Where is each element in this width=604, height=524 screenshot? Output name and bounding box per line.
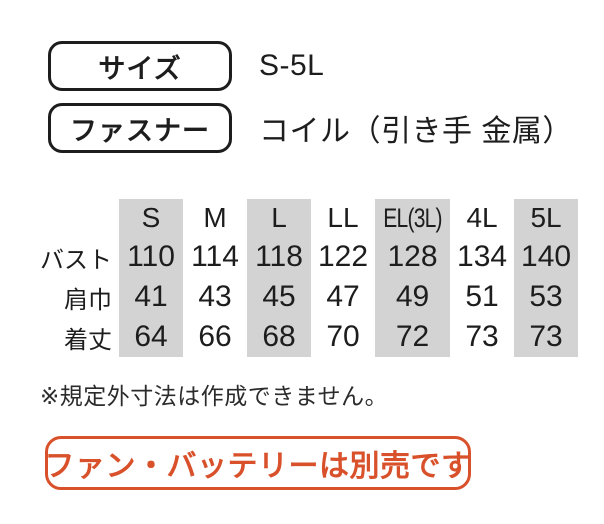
length-row: 着丈 64 66 68 70 72 73 73: [40, 317, 578, 357]
size-cell: 110: [127, 240, 175, 273]
size-label: サイズ: [98, 53, 182, 84]
size-cell: 68: [262, 320, 296, 353]
fastener-spec-row: ファスナー コイル（引き手 金属）: [48, 103, 604, 153]
fastener-value: コイル（引き手 金属）: [259, 115, 573, 148]
shoulder-row: 肩巾 41 43 45 47 49 51 53: [40, 277, 578, 317]
fan-battery-callout-text: ファン・バッテリーは別売です: [44, 450, 472, 483]
size-cell: 134: [457, 240, 508, 273]
size-restriction-note: ※規定外寸法は作成できません。: [40, 383, 389, 409]
size-col-header-el3l: EL(3L): [383, 203, 442, 233]
size-spec-panel: サイズ S-5L ファスナー コイル（引き手 金属） S M L LL: [40, 41, 604, 490]
size-cell: 43: [198, 280, 232, 313]
measure-row-label: 着丈: [64, 326, 112, 354]
fan-battery-callout: ファン・バッテリーは別売です: [45, 436, 471, 490]
corner-cell: [40, 199, 119, 237]
fastener-label: ファスナー: [70, 115, 210, 146]
size-cell: 140: [521, 240, 572, 273]
size-cell: 53: [529, 280, 563, 313]
size-value: S-5L: [259, 49, 325, 82]
size-header-row: S M L LL EL(3L) 4L 5L: [40, 199, 578, 237]
size-cell: 70: [326, 320, 360, 353]
measure-row-label: 肩巾: [64, 286, 112, 314]
fastener-label-chip: ファスナー: [48, 103, 232, 153]
size-cell: 73: [465, 320, 499, 353]
size-cell: 51: [465, 280, 499, 313]
size-col-header-5l: 5L: [530, 202, 562, 233]
size-cell: 122: [317, 240, 369, 273]
size-label-chip: サイズ: [48, 41, 232, 91]
size-cell: 49: [395, 280, 430, 313]
size-cell: 118: [255, 240, 303, 273]
size-col-header-m: M: [203, 202, 227, 233]
size-col-header-s: S: [141, 202, 161, 233]
size-cell: 114: [191, 240, 239, 273]
size-spec-row: サイズ S-5L: [48, 41, 604, 91]
size-cell: 41: [134, 280, 168, 313]
size-cell: 72: [395, 320, 430, 353]
size-cell: 66: [198, 320, 232, 353]
size-col-header-ll: LL: [327, 202, 359, 233]
size-cell: 47: [326, 280, 360, 313]
size-cell: 45: [262, 280, 296, 313]
size-cell: 64: [134, 320, 168, 353]
measure-row-label: バスト: [40, 246, 112, 274]
size-cell: 73: [529, 320, 563, 353]
size-table: S M L LL EL(3L) 4L 5L バスト 110 114 118 12…: [40, 199, 579, 357]
bust-row: バスト 110 114 118 122 128 134 140: [40, 237, 578, 277]
size-col-header-4l: 4L: [466, 202, 498, 233]
size-col-header-l: L: [271, 202, 287, 233]
size-cell: 128: [387, 240, 438, 273]
